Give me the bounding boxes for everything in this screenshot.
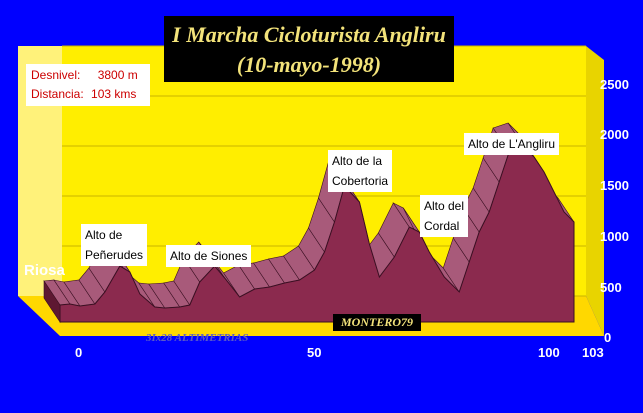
climb-label-penerudes: Alto de Peñerudes — [81, 224, 148, 266]
desnivel-value: 3800 m — [97, 68, 138, 82]
footer-credit: 3Ix28 ALTIMETRIAS — [146, 332, 249, 344]
climb-label-line1: Alto de Siones — [170, 249, 248, 263]
distancia-row: Distancia: 103 kms — [31, 85, 145, 104]
profile-start-cap — [43, 280, 61, 323]
climb-label-siones: Alto de Siones — [166, 245, 252, 267]
desnivel-row: Desnivel: 3800 m — [31, 66, 145, 85]
y-tick-label: 0 — [604, 330, 612, 345]
climb-label-angliru: Alto de L'Angliru — [464, 133, 560, 155]
distancia-value: 103 kms — [91, 87, 137, 101]
summary-box: Desnivel: 3800 m Distancia: 103 kms — [26, 64, 150, 106]
x-tick-label: 50 — [307, 345, 322, 360]
climb-label-line2: Peñerudes — [85, 248, 144, 262]
chart-title-box: I Marcha Cicloturista Angliru (10-mayo-1… — [164, 16, 454, 82]
climb-label-cordal: Alto del Cordal — [420, 195, 469, 237]
climb-label-line2: Cordal — [424, 219, 460, 233]
start-town-label: Riosa — [24, 262, 65, 279]
chart-subtitle: (10-mayo-1998) — [236, 52, 382, 77]
x-tick-label: 0 — [75, 345, 83, 360]
y-tick-label: 500 — [600, 280, 622, 295]
climb-label-line1: Alto de — [85, 228, 123, 242]
climb-label-line1: Alto del — [424, 199, 465, 213]
right-wall — [586, 46, 604, 336]
desnivel-label: Desnivel: — [31, 68, 81, 82]
x-tick-label: 100 — [538, 345, 560, 360]
y-tick-label: 2000 — [600, 127, 629, 142]
climb-label-line2: Cobertoria — [332, 174, 389, 188]
climb-label-cobertoria: Alto de la Cobertoria — [328, 150, 393, 192]
y-tick-label: 1000 — [600, 229, 629, 244]
y-tick-label: 2500 — [600, 77, 629, 92]
author-credit: MONTERO79 — [333, 314, 421, 331]
x-tick-label: 103 — [582, 345, 604, 360]
climb-label-line1: Alto de la — [332, 154, 383, 168]
y-tick-label: 1500 — [600, 178, 629, 193]
distancia-label: Distancia: — [31, 87, 84, 101]
climb-label-line1: Alto de L'Angliru — [468, 137, 556, 151]
left-wall — [18, 46, 62, 296]
chart-title: I Marcha Cicloturista Angliru — [172, 22, 446, 47]
